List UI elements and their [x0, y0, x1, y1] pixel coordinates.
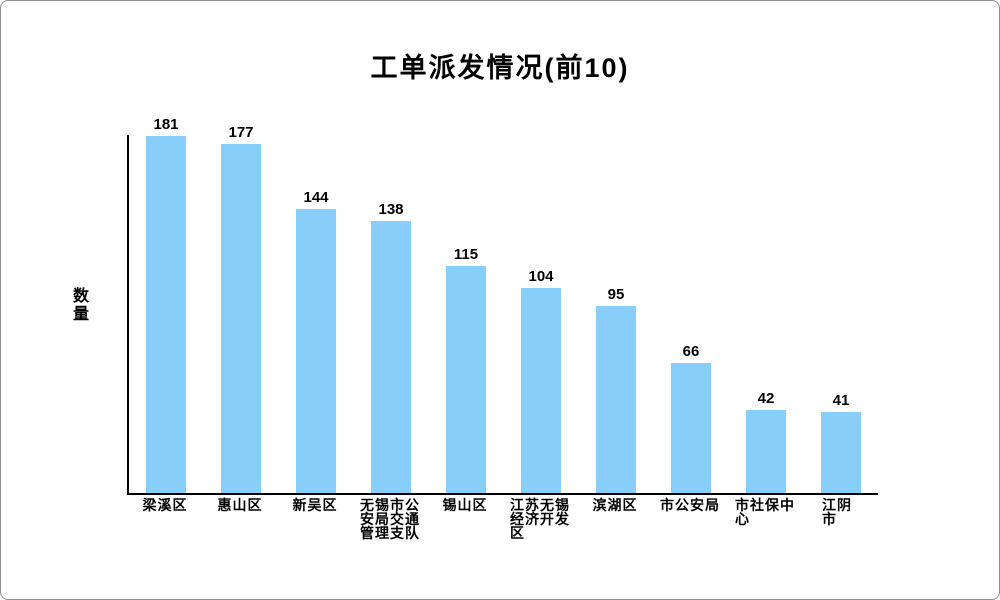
category-label: 梁溪区 [142, 497, 188, 513]
chart-title: 工单派发情况(前10) [370, 53, 630, 83]
bar [371, 221, 411, 493]
bar-value-label: 41 [832, 392, 850, 409]
bar [146, 136, 186, 493]
x-axis-labels: 梁溪区 惠山区 新吴区 无锡市公 安局交通 管理支队 锡山区 江苏无锡 经济开发 区 滨湖区… [128, 498, 876, 558]
bar [746, 410, 786, 493]
bar [446, 266, 486, 493]
bar [296, 209, 336, 493]
bar-value-label: 95 [607, 286, 625, 303]
bar-value-label: 104 [528, 268, 554, 285]
category-label: 市社保中 心 [735, 497, 795, 527]
category-label: 江苏无锡 经济开发 区 [510, 497, 570, 541]
category-label: 惠山区 [217, 497, 263, 513]
bar-value-label: 42 [757, 390, 775, 407]
y-axis-label: 数 量 [72, 288, 89, 323]
bar-value-label: 115 [453, 246, 479, 263]
category-label: 锡山区 [442, 497, 488, 513]
bar [671, 363, 711, 493]
bar-value-label: 181 [153, 116, 179, 133]
bar [521, 288, 561, 493]
bar-value-label: 144 [303, 189, 329, 206]
category-label: 江阴市 [822, 497, 852, 527]
category-label: 滨湖区 [592, 497, 638, 513]
bar [596, 306, 636, 493]
category-label: 市公安局 [660, 497, 720, 513]
bar-value-label: 177 [228, 124, 254, 141]
category-label: 新吴区 [292, 497, 338, 513]
bar [821, 412, 861, 493]
bar [221, 144, 261, 493]
category-label: 无锡市公 安局交通 管理支队 [360, 497, 420, 541]
plot-area: 181 177 144 138 115 104 95 66 42 41 [127, 116, 878, 495]
bar-value-label: 66 [682, 343, 700, 360]
bar-value-label: 138 [378, 201, 404, 218]
